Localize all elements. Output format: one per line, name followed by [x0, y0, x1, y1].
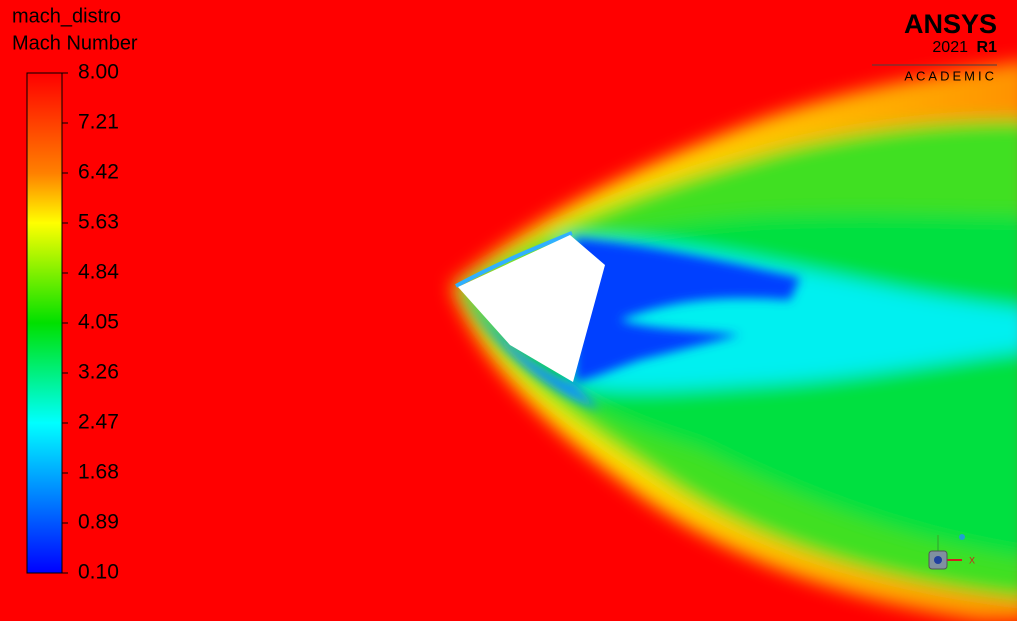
- logo-brand: ANSYS: [904, 9, 997, 39]
- colorbar-tick-label: 6.42: [78, 161, 119, 184]
- colorbar-tick-label: 2.47: [78, 411, 119, 434]
- colorbar-quantity: Mach Number: [12, 32, 138, 54]
- colorbar-title: mach_distro: [12, 5, 121, 27]
- colorbar-tick-label: 8.00: [78, 61, 119, 84]
- colorbar-tick-label: 7.21: [78, 111, 119, 134]
- logo-year: 2021: [932, 39, 968, 56]
- colorbar-tick-label: 0.10: [78, 561, 119, 584]
- axis-triad: X: [928, 534, 975, 570]
- colorbar-ticks: 8.00 7.21 6.42 5.63 4.84 4.05 3.26 2.47 1.68 0.89…: [62, 61, 119, 584]
- colorbar: [26, 72, 63, 574]
- logo-edition: ACADEMIC: [904, 68, 997, 83]
- logo-release: R1: [977, 39, 998, 56]
- colorbar-tick-label: 1.68: [78, 461, 119, 484]
- colorbar-tick-label: 4.05: [78, 311, 119, 334]
- colorbar-tick-label: 5.63: [78, 211, 119, 234]
- triad-x-label: X: [969, 555, 975, 565]
- colorbar-tick-label: 0.89: [78, 511, 119, 534]
- near-wake: [460, 238, 800, 410]
- colorbar-tick-label: 4.84: [78, 261, 119, 284]
- colorbar-tick-label: 3.26: [78, 361, 119, 384]
- shock-layer: [455, 231, 573, 288]
- body: [458, 235, 605, 382]
